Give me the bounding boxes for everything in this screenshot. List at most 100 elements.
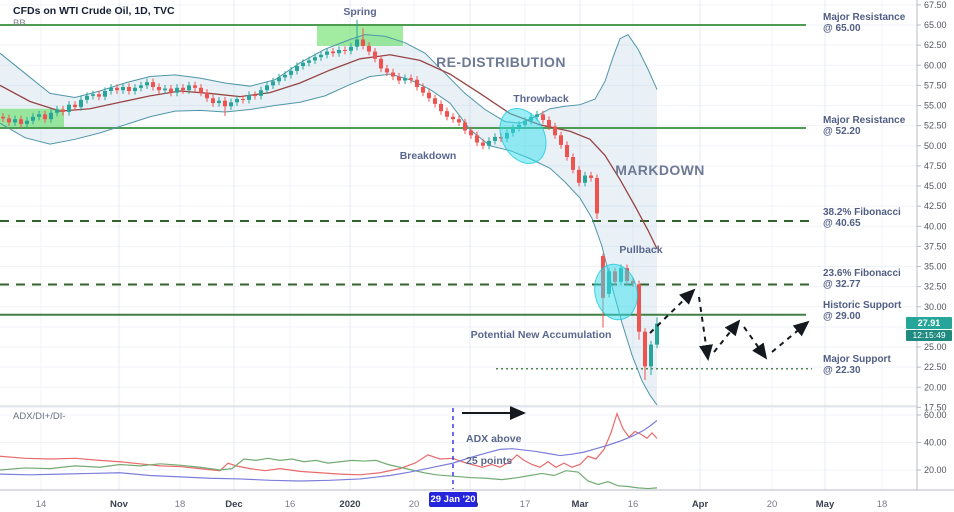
candle-body: [397, 76, 401, 81]
candle-body: [439, 103, 443, 112]
candle-body: [259, 90, 263, 96]
candle-body: [91, 94, 95, 96]
throwback-label[interactable]: Throwback: [513, 93, 569, 105]
candle-body: [205, 92, 209, 99]
candle-body: [7, 118, 11, 123]
candle-body: [253, 95, 257, 97]
candle-body: [559, 135, 563, 145]
pullback-label[interactable]: Pullback: [619, 244, 663, 256]
candle-body: [79, 99, 83, 108]
level-price: @ 22.30: [823, 364, 861, 376]
candle-body: [367, 45, 371, 52]
adx-callout-line1: ADX above: [466, 433, 522, 445]
candle-body: [277, 77, 281, 82]
candle-body: [445, 111, 449, 117]
price-tick-label: 32.50: [924, 282, 947, 292]
time-tick-label: May: [816, 499, 835, 510]
candle-body: [421, 86, 425, 93]
candle-body: [451, 116, 455, 120]
price-tick-label: 30.00: [924, 302, 947, 312]
projection-arrow: [649, 288, 696, 334]
candle-body: [343, 49, 347, 51]
redistribution-label[interactable]: RE-DISTRIBUTION: [436, 54, 566, 70]
time-tick-label: 14: [36, 499, 47, 510]
level-label[interactable]: Major Support @ 22.30: [823, 354, 891, 376]
candle-body: [373, 51, 377, 59]
candle-body: [589, 175, 593, 178]
candle-body: [385, 68, 389, 73]
candle-body: [595, 177, 599, 214]
event-date-badge: 29 Jan '20: [429, 492, 477, 507]
level-label[interactable]: 38.2% Fibonacci @ 40.65: [823, 207, 901, 229]
price-tick-label: 17.50: [924, 402, 947, 412]
candle-body: [391, 72, 395, 77]
candle-body: [109, 87, 113, 92]
level-label[interactable]: Major Resistance @ 52.20: [823, 115, 906, 137]
candle-body: [355, 39, 359, 47]
level-label[interactable]: 23.6% Fibonacci @ 32.77: [823, 268, 901, 290]
time-tick-label: 16: [628, 499, 639, 510]
spring-label[interactable]: Spring: [343, 6, 377, 18]
bb-indicator-label[interactable]: BB: [13, 18, 26, 29]
price-tick-label: 35.00: [924, 262, 947, 272]
candle-body: [313, 57, 317, 61]
level-name: 38.2% Fibonacci: [823, 207, 901, 218]
price-tick-label: 25.00: [924, 342, 947, 352]
candle-body: [463, 122, 467, 131]
level-label[interactable]: Historic Support @ 29.00: [823, 300, 901, 322]
time-tick-label: Nov: [110, 499, 129, 510]
bollinger-fill: [0, 34, 657, 405]
candle-body: [247, 95, 251, 100]
level-name: Major Resistance: [823, 12, 906, 23]
adx-callout: ADX above 25 points: [466, 423, 521, 467]
projection-arrow: [698, 296, 713, 361]
countdown-badge: 12:15:49: [906, 330, 952, 341]
candle-body: [301, 62, 305, 67]
candle-body: [133, 87, 137, 92]
candle-body: [457, 119, 461, 123]
candle-body: [67, 104, 71, 112]
level-name: Major Support: [823, 354, 891, 365]
candle-body: [145, 82, 149, 86]
spring-box: [317, 25, 403, 46]
time-tick-label: 18: [175, 499, 186, 510]
candle-body: [565, 144, 569, 158]
indicator-tick-label: 20.00: [924, 465, 947, 475]
accumulation-label[interactable]: Potential New Accumulation: [470, 329, 612, 341]
candle-body: [493, 136, 497, 141]
candle-body: [187, 85, 191, 91]
level-label[interactable]: Major Resistance @ 65.00: [823, 12, 906, 34]
level-name: 23.6% Fibonacci: [823, 268, 901, 279]
candle-body: [73, 104, 77, 108]
candle-body: [181, 87, 185, 91]
symbol-title[interactable]: CFDs on WTI Crude Oil, 1D, TVC: [13, 5, 175, 17]
breakdown-label[interactable]: Breakdown: [399, 150, 457, 162]
candle-body: [583, 175, 587, 183]
candle-body: [265, 85, 269, 91]
projection-arrow: [743, 326, 768, 360]
candle-body: [331, 51, 335, 54]
candle-body: [169, 88, 173, 93]
candle-body: [49, 112, 53, 120]
level-name: Major Resistance: [823, 115, 906, 126]
indicator-line-DI-: [0, 411, 658, 476]
last-price-badge: 27.91: [906, 317, 952, 329]
markdown-label[interactable]: MARKDOWN: [615, 162, 705, 178]
candle-body: [415, 79, 419, 87]
candle-body: [229, 102, 233, 107]
candle-body: [235, 99, 239, 103]
candle-body: [25, 120, 29, 125]
price-tick-label: 45.00: [924, 181, 947, 191]
candle-body: [637, 284, 641, 332]
candle-body: [19, 119, 23, 125]
candle-body: [487, 140, 491, 146]
candle-body: [193, 85, 197, 88]
candle-body: [217, 100, 221, 104]
price-tick-label: 22.50: [924, 362, 947, 372]
adx-indicator-label[interactable]: ADX/DI+/DI-: [13, 411, 66, 422]
price-tick-label: 57.50: [924, 80, 947, 90]
price-tick-label: 47.50: [924, 161, 947, 171]
candle-body: [379, 58, 383, 69]
candle-body: [151, 82, 155, 87]
